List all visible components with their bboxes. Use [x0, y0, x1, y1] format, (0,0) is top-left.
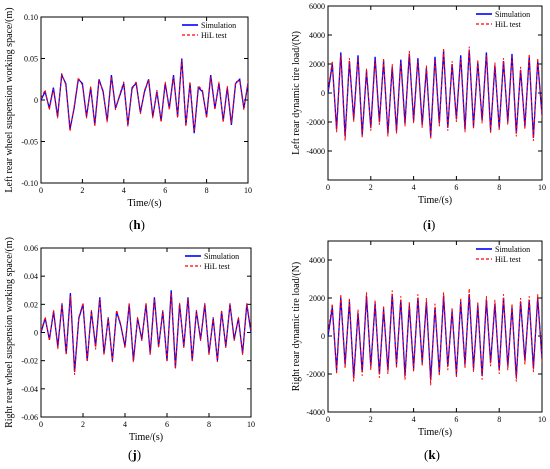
x-tick-label: 2 [80, 186, 84, 195]
panel-letter-j: j [132, 447, 137, 462]
y-tick-label: -2000 [306, 118, 325, 127]
y-tick-label: 0.04 [24, 272, 38, 281]
y-tick-label: -0.05 [21, 138, 38, 147]
y-axis-label: Left rear wheel suspension working space… [4, 7, 15, 192]
legend-label: HiL test [495, 255, 521, 264]
chart-panel-j: 0 2 4 6 8 10 -0.06 -0.04 -0.02 0 0.02 0.04 0.06 Time/… [4, 237, 255, 443]
x-tick-label: 0 [326, 415, 330, 424]
panel-letter-i: i [427, 217, 431, 232]
panel-letter-k: k [428, 447, 436, 462]
y-tick-label: 0 [34, 96, 38, 105]
x-tick-label: 8 [205, 186, 209, 195]
x-tick-label: 6 [163, 186, 167, 195]
x-tick-label: 4 [123, 420, 127, 429]
series-line-hil-test [41, 60, 248, 132]
series-line-hil-test [41, 293, 251, 375]
x-tick-label: 8 [497, 183, 501, 192]
y-tick-label: 2000 [309, 294, 325, 303]
y-tick-label: -4000 [306, 147, 325, 156]
y-tick-label: 0 [34, 329, 38, 338]
x-tick-label: 0 [326, 183, 330, 192]
x-tick-label: 4 [122, 186, 126, 195]
y-tick-label: 4000 [309, 256, 325, 265]
x-tick-label: 10 [538, 415, 546, 424]
panel-label-j: (j) [128, 447, 142, 462]
chart-panel-i: 0 2 4 6 8 10 -4000 -2000 0 2000 4000 6000 Time/(s) Le… [291, 2, 546, 206]
y-tick-label: 0.02 [24, 300, 38, 309]
y-tick-label: 6000 [309, 2, 325, 11]
x-tick-label: 6 [165, 420, 169, 429]
legend-label: Simulation [204, 252, 239, 261]
series-line-hil-test [328, 288, 542, 386]
y-tick-label: 0.10 [24, 13, 38, 22]
x-tick-label: 6 [454, 415, 458, 424]
x-tick-label: 6 [454, 183, 458, 192]
x-tick-label: 4 [412, 415, 416, 424]
series-line-simulation [41, 58, 248, 134]
x-axis-label: Time/(s) [418, 195, 452, 206]
y-tick-label: -0.10 [21, 179, 38, 188]
x-tick-label: 0 [39, 186, 43, 195]
y-axis-label: Left rear dynamic tire load/(N) [291, 31, 302, 155]
y-tick-label: 0.05 [24, 55, 38, 64]
y-tick-label: 0 [321, 332, 325, 341]
legend-label: Simulation [201, 21, 236, 30]
y-tick-label: 0 [321, 89, 325, 98]
y-tick-label: 4000 [309, 31, 325, 40]
x-axis-label: Time/(s) [418, 427, 452, 438]
x-tick-label: 2 [369, 183, 373, 192]
x-tick-label: 2 [81, 420, 85, 429]
x-tick-label: 10 [247, 420, 255, 429]
y-tick-label: -2000 [306, 370, 325, 379]
x-tick-label: 8 [497, 415, 501, 424]
x-tick-label: 2 [369, 415, 373, 424]
y-axis-label: Right rear dynamic tire load/(N) [291, 262, 302, 391]
series-line-hil-test [328, 46, 542, 141]
x-tick-label: 10 [244, 186, 252, 195]
x-axis-label: Time/(s) [129, 432, 163, 443]
panel-label-h: (h) [129, 217, 145, 232]
legend-label: HiL test [201, 31, 227, 40]
y-tick-label: -0.04 [21, 385, 38, 394]
legend-label: HiL test [204, 262, 230, 271]
y-tick-label: -4000 [306, 408, 325, 417]
y-tick-label: -0.02 [21, 357, 38, 366]
y-tick-label: 0.06 [24, 244, 38, 253]
panel-label-k: (k) [424, 447, 440, 462]
x-tick-label: 8 [207, 420, 211, 429]
panel-label-i: (i) [423, 217, 436, 232]
chart-panel-h: 0 2 4 6 8 10 -0.10 -0.05 0 0.05 0.10 Time/(s) Left r… [4, 7, 252, 209]
x-tick-label: 4 [412, 183, 416, 192]
panel-letter-h: h [133, 217, 141, 232]
y-tick-label: 2000 [309, 60, 325, 69]
legend-label: Simulation [495, 245, 530, 254]
legend-label: HiL test [495, 20, 521, 29]
y-tick-label: -0.06 [21, 413, 38, 422]
legend-label: Simulation [495, 10, 530, 19]
x-tick-label: 0 [39, 420, 43, 429]
y-axis-label: Right rear wheel suspension working spac… [4, 237, 15, 428]
x-tick-label: 10 [538, 183, 546, 192]
x-axis-label: Time/(s) [127, 198, 161, 209]
chart-panel-k: 0 2 4 6 8 10 -4000 -2000 0 2000 4000 Time/(s) Right … [291, 240, 546, 438]
plot-frame [40, 16, 249, 184]
plot-frame [327, 240, 543, 413]
